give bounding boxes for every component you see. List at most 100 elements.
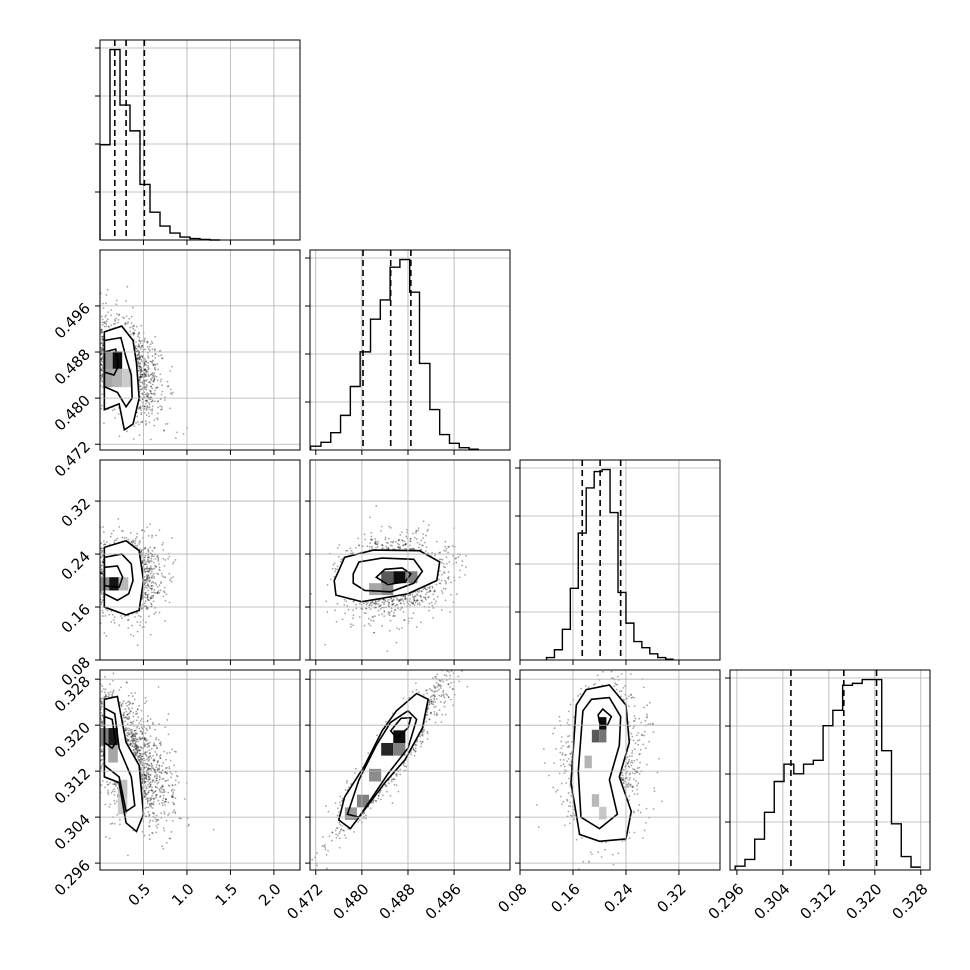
- scatter-point: [154, 790, 157, 793]
- scatter-point: [135, 751, 138, 754]
- scatter-point: [103, 321, 105, 324]
- scatter-point: [148, 389, 151, 392]
- scatter-point: [113, 822, 116, 825]
- scatter-point: [143, 790, 146, 792]
- scatter-point: [141, 607, 144, 609]
- scatter-point: [177, 781, 180, 784]
- scatter-point: [139, 624, 141, 627]
- scatter-point: [103, 325, 106, 328]
- scatter-point: [139, 385, 142, 388]
- scatter-point: [150, 560, 153, 563]
- scatter-point: [132, 748, 135, 751]
- scatter-point: [130, 692, 133, 695]
- scatter-point: [153, 759, 155, 762]
- scatter-point: [114, 416, 116, 419]
- scatter-point: [140, 554, 143, 557]
- scatter-point: [137, 353, 140, 356]
- scatter-point: [146, 578, 149, 581]
- scatter-point: [153, 581, 155, 584]
- scatter-point: [152, 363, 155, 365]
- scatter-point: [132, 539, 135, 542]
- scatter-point: [132, 743, 135, 745]
- scatter-point: [172, 793, 174, 796]
- y-tick-label-p3-2: 0.312: [51, 764, 94, 807]
- scatter-point: [153, 547, 156, 550]
- scatter-point: [149, 819, 152, 822]
- scatter-point: [113, 790, 116, 793]
- scatter-point: [137, 748, 140, 751]
- scatter-point: [102, 343, 104, 346]
- scatter-point: [137, 361, 140, 364]
- scatter-point: [145, 563, 148, 566]
- scatter-point: [136, 749, 139, 751]
- scatter-point: [120, 705, 123, 708]
- scatter-point: [141, 345, 144, 348]
- scatter-point: [161, 390, 164, 393]
- scatter-point: [158, 755, 161, 758]
- scatter-point: [167, 713, 170, 715]
- scatter-point: [136, 712, 139, 715]
- scatter-point: [100, 593, 103, 595]
- scatter-point: [133, 737, 136, 740]
- scatter-point: [157, 406, 159, 409]
- scatter-point: [118, 435, 121, 438]
- scatter-point: [164, 767, 167, 770]
- scatter-point: [145, 727, 148, 730]
- scatter-point: [148, 752, 151, 755]
- scatter-point: [164, 559, 167, 561]
- scatter-point: [147, 406, 150, 409]
- scatter-point: [150, 595, 153, 598]
- scatter-point: [151, 786, 153, 789]
- scatter-point: [125, 681, 128, 684]
- scatter-point: [118, 525, 121, 528]
- scatter-point: [144, 360, 147, 362]
- scatter-point: [151, 399, 154, 402]
- scatter-point: [138, 365, 141, 368]
- scatter-point: [174, 779, 177, 782]
- scatter-point: [115, 539, 118, 541]
- scatter-point: [157, 781, 160, 784]
- scatter-point: [157, 560, 160, 562]
- scatter-point: [150, 769, 153, 771]
- y-tick-label-p3-1: 0.304: [51, 810, 94, 853]
- scatter-point: [133, 751, 136, 753]
- scatter-point: [140, 768, 142, 771]
- scatter-point: [146, 743, 149, 745]
- scatter-point: [137, 758, 140, 761]
- scatter-point: [100, 564, 103, 567]
- scatter-point: [157, 590, 160, 592]
- scatter-point: [149, 373, 152, 376]
- scatter-point: [129, 701, 131, 704]
- scatter-point: [113, 799, 116, 802]
- scatter-point: [150, 789, 153, 791]
- scatter-point: [139, 738, 142, 741]
- scatter-point: [113, 541, 116, 544]
- scatter-point: [165, 819, 168, 822]
- scatter-point: [126, 717, 129, 720]
- scatter-point: [110, 324, 113, 327]
- scatter-point: [154, 363, 157, 366]
- scatter-point: [124, 727, 127, 729]
- scatter-point: [144, 794, 146, 797]
- scatter-point: [167, 557, 170, 560]
- scatter-point: [145, 400, 148, 402]
- scatter-point: [151, 536, 153, 539]
- scatter-point: [156, 572, 159, 575]
- scatter-point: [101, 356, 104, 359]
- scatter-point: [113, 616, 116, 619]
- scatter-point: [144, 374, 147, 376]
- scatter-point: [132, 733, 135, 735]
- scatter-point: [171, 796, 173, 799]
- scatter-point: [162, 557, 165, 560]
- scatter-point: [135, 748, 137, 751]
- scatter-point: [141, 398, 144, 401]
- scatter-point: [126, 704, 128, 707]
- scatter-point: [150, 392, 152, 395]
- scatter-point: [116, 813, 119, 816]
- scatter-point: [164, 800, 167, 803]
- scatter-point: [139, 550, 142, 553]
- scatter-point: [133, 729, 136, 732]
- scatter-point: [112, 672, 115, 675]
- scatter-point: [145, 766, 148, 768]
- scatter-point: [151, 831, 153, 834]
